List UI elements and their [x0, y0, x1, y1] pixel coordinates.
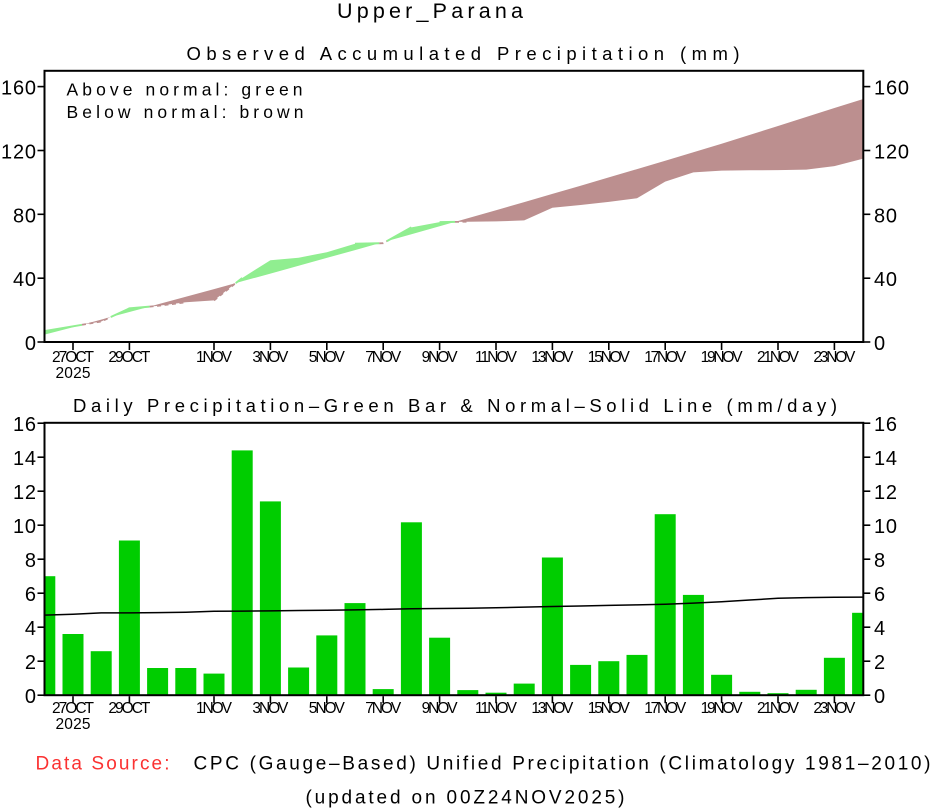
svg-text:29OCT: 29OCT — [108, 349, 151, 366]
svg-text:23NOV: 23NOV — [813, 349, 856, 366]
svg-text:10: 10 — [874, 516, 897, 538]
svg-text:19NOV: 19NOV — [701, 349, 744, 366]
svg-text:17NOV: 17NOV — [644, 700, 687, 717]
svg-text:2: 2 — [874, 652, 885, 674]
svg-text:120: 120 — [1, 142, 36, 164]
svg-text:12: 12 — [13, 482, 36, 504]
svg-text:6: 6 — [25, 584, 36, 606]
svg-text:6: 6 — [874, 584, 885, 606]
svg-text:3NOV: 3NOV — [252, 349, 289, 366]
svg-text:Observed Accumulated Precipita: Observed Accumulated Precipitation (mm) — [187, 43, 740, 64]
svg-text:80: 80 — [13, 205, 36, 227]
svg-text:9NOV: 9NOV — [422, 349, 459, 366]
svg-text:10: 10 — [13, 516, 36, 538]
svg-text:11NOV: 11NOV — [475, 700, 518, 717]
svg-text:19NOV: 19NOV — [701, 700, 744, 717]
svg-text:23NOV: 23NOV — [813, 700, 856, 717]
svg-text:40: 40 — [13, 269, 36, 291]
svg-text:160: 160 — [874, 78, 909, 100]
svg-text:15NOV: 15NOV — [588, 700, 631, 717]
svg-text:21NOV: 21NOV — [757, 349, 800, 366]
svg-text:2025: 2025 — [56, 716, 91, 733]
svg-text:7NOV: 7NOV — [365, 700, 402, 717]
svg-text:12: 12 — [874, 482, 897, 504]
svg-text:0: 0 — [25, 333, 36, 355]
svg-text:13NOV: 13NOV — [531, 349, 574, 366]
svg-text:8: 8 — [874, 550, 885, 572]
svg-text:0: 0 — [25, 686, 36, 708]
svg-text:4: 4 — [25, 618, 36, 640]
svg-text:7NOV: 7NOV — [365, 349, 402, 366]
svg-text:14: 14 — [13, 448, 36, 470]
svg-text:16: 16 — [874, 414, 897, 436]
svg-text:2025: 2025 — [56, 365, 91, 382]
svg-text:5NOV: 5NOV — [309, 349, 346, 366]
svg-text:15NOV: 15NOV — [588, 349, 631, 366]
svg-text:21NOV: 21NOV — [757, 700, 800, 717]
svg-text:(updated on 00Z24NOV2025): (updated on 00Z24NOV2025) — [306, 788, 625, 809]
svg-text:0: 0 — [874, 686, 885, 708]
svg-text:29OCT: 29OCT — [108, 700, 151, 717]
svg-text:5NOV: 5NOV — [309, 700, 346, 717]
svg-text:1NOV: 1NOV — [196, 700, 233, 717]
svg-text:80: 80 — [874, 205, 897, 227]
svg-text:27OCT: 27OCT — [52, 700, 95, 717]
svg-text:11NOV: 11NOV — [475, 349, 518, 366]
svg-text:3NOV: 3NOV — [252, 700, 289, 717]
svg-text:160: 160 — [1, 78, 36, 100]
svg-text:Daily Precipitation–Green Bar: Daily Precipitation–Green Bar & Normal–S… — [73, 395, 837, 416]
svg-text:1NOV: 1NOV — [196, 349, 233, 366]
svg-text:Above normal: green: Above normal: green — [67, 79, 303, 99]
svg-text:8: 8 — [25, 550, 36, 572]
svg-text:9NOV: 9NOV — [422, 700, 459, 717]
svg-text:27OCT: 27OCT — [52, 349, 95, 366]
svg-text:14: 14 — [874, 448, 897, 470]
svg-text:2: 2 — [25, 652, 36, 674]
svg-text:Below normal: brown: Below normal: brown — [67, 102, 304, 122]
svg-text:4: 4 — [874, 618, 885, 640]
svg-text:13NOV: 13NOV — [531, 700, 574, 717]
svg-text:0: 0 — [874, 333, 885, 355]
svg-text:16: 16 — [13, 414, 36, 436]
svg-text:40: 40 — [874, 269, 897, 291]
svg-text:Data Source:: Data Source: — [36, 754, 170, 775]
svg-text:120: 120 — [874, 142, 909, 164]
svg-text:17NOV: 17NOV — [644, 349, 687, 366]
svg-text:CPC (Gauge–Based) Unified Prec: CPC (Gauge–Based) Unified Precipitation … — [194, 754, 931, 775]
